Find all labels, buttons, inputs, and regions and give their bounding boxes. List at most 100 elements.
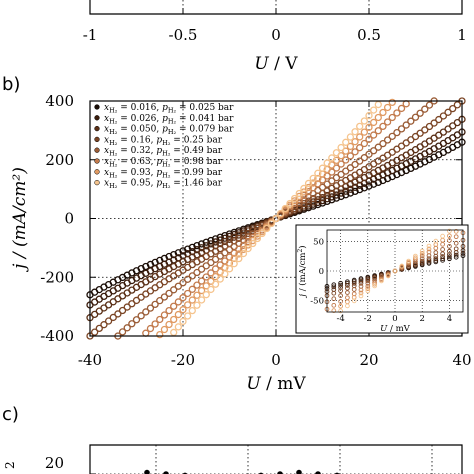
inset-data-point — [351, 298, 357, 304]
inset-data-point — [447, 228, 452, 234]
panel-b-xtick-label: 40 — [452, 351, 471, 369]
panel-b-data-point — [369, 147, 378, 155]
panel-b-data-point — [300, 184, 308, 193]
panel-b-data-point — [235, 250, 243, 258]
inset-data-point — [351, 287, 357, 292]
panel-b-data-point — [170, 286, 178, 294]
panel-b-data-point — [304, 183, 313, 192]
panel-b-data-point — [332, 194, 341, 202]
inset-tick-labels: -4 -2 0 2 4 50 0 -50 — [310, 238, 452, 324]
inset-data-point — [392, 268, 398, 274]
panel-b-data-point — [170, 315, 178, 324]
panel-b-data-point — [193, 291, 201, 299]
panel-b-data-point — [374, 100, 382, 109]
inset-data-points — [324, 228, 466, 314]
panel-b-data-point — [183, 301, 192, 309]
panel-b-data-point — [309, 179, 317, 187]
inset-data-point — [419, 258, 425, 264]
inset-data-point — [331, 282, 337, 288]
inset-data-point — [345, 283, 350, 288]
panel-b-data-point — [156, 315, 164, 324]
panel-b-data-point — [411, 132, 420, 141]
panel-b-data-point — [393, 109, 401, 117]
inset-data-point — [426, 249, 432, 255]
inset-data-point — [379, 278, 384, 284]
panel-b-data-point — [346, 142, 355, 151]
panel-b-data-point — [332, 174, 341, 182]
panel-b-data-point — [151, 300, 159, 309]
panel-c-data-points — [144, 469, 340, 474]
panel-b-data-point — [225, 232, 234, 241]
panel-b-data-point — [207, 258, 215, 267]
panel-b-data-points — [86, 97, 466, 340]
inset-data-point — [399, 263, 405, 269]
inset-ylabel: j / (mA/cm2) — [297, 245, 308, 298]
panel-b-data-point — [188, 272, 196, 280]
panel-b-data-point — [193, 301, 201, 309]
panel-b-data-point — [128, 320, 136, 328]
panel-b-data-point — [193, 281, 201, 289]
panel-b-label: b) — [2, 74, 20, 95]
inset-data-point — [338, 303, 343, 309]
panel-b-data-point — [100, 321, 108, 329]
panel-b-ytick-label: 400 — [45, 92, 74, 110]
panel-b-data-point — [304, 179, 313, 188]
panel-b-data-point — [346, 164, 355, 172]
panel-b-data-point — [225, 265, 234, 273]
panel-b-data-point — [146, 304, 155, 312]
legend-marker — [94, 104, 100, 110]
panel-b-data-point — [221, 234, 229, 242]
panel-b-data-point — [290, 194, 299, 203]
legend-entry-label: xH₂ = 0.16, pH₂ = 0.25 bar — [104, 135, 223, 147]
panel-b-data-point — [425, 122, 434, 131]
panel-b-data-point — [230, 260, 238, 268]
panel-b-data-point — [369, 106, 378, 114]
panel-b-ylabel: j / (mA/cm²) — [10, 167, 30, 273]
panel-b-data-point — [174, 310, 183, 319]
panel-b-data-point — [383, 103, 392, 112]
panel-b-data-point — [449, 104, 457, 113]
panel-b-data-point — [383, 136, 392, 144]
panel-a-xtick-label: -1 — [83, 26, 98, 44]
panel-a: -1 -0.5 0 0.5 1 U / V — [83, 0, 467, 74]
inset-data-point — [433, 256, 439, 262]
inset-data-point — [447, 254, 452, 260]
panel-b-data-point — [146, 324, 155, 333]
panel-b-data-point — [351, 138, 359, 146]
panel-b-data-point — [179, 294, 187, 302]
panel-b-data-point — [360, 117, 369, 125]
inset-data-point — [331, 308, 337, 313]
panel-b-data-point — [137, 312, 145, 320]
inset-data-point — [413, 253, 418, 259]
inset-data-point — [351, 280, 357, 286]
panel-c-data-point — [277, 471, 283, 474]
panel-b-data-point — [379, 122, 387, 131]
inset-data-point — [331, 290, 337, 296]
panel-b-ytick-label: 200 — [45, 151, 74, 169]
panel-b-data-point — [202, 262, 210, 270]
panel-b-data-point — [453, 101, 462, 109]
legend-entry-label: xH₂ = 0.32, pH₂ = 0.49 bar — [104, 146, 223, 158]
panel-b-ytick-label: -200 — [40, 268, 74, 286]
panel-a-xtick-label: 1 — [457, 26, 467, 44]
inset-data-point — [338, 288, 343, 294]
panel-b-data-point — [249, 239, 257, 248]
inset-data-point — [426, 243, 432, 249]
inset-xtick-label: 2 — [419, 314, 424, 324]
panel-b-data-point — [239, 245, 248, 254]
panel-b-xtick-label: -20 — [171, 351, 195, 369]
panel-b-data-point — [360, 128, 369, 136]
panel-b-data-point — [132, 316, 141, 324]
inset-data-point — [453, 246, 459, 252]
inset-data-point — [385, 273, 391, 279]
inset-data-point — [365, 288, 371, 294]
panel-b-ytick-label: -400 — [40, 327, 74, 345]
inset-data-point — [447, 248, 452, 254]
panel-b-data-point — [351, 160, 359, 169]
panel-b-data-point — [397, 125, 406, 133]
panel-b-data-point — [407, 117, 415, 125]
inset-data-point — [440, 233, 445, 239]
panel-b-data-point — [393, 128, 401, 137]
panel-b-data-point — [365, 111, 373, 120]
